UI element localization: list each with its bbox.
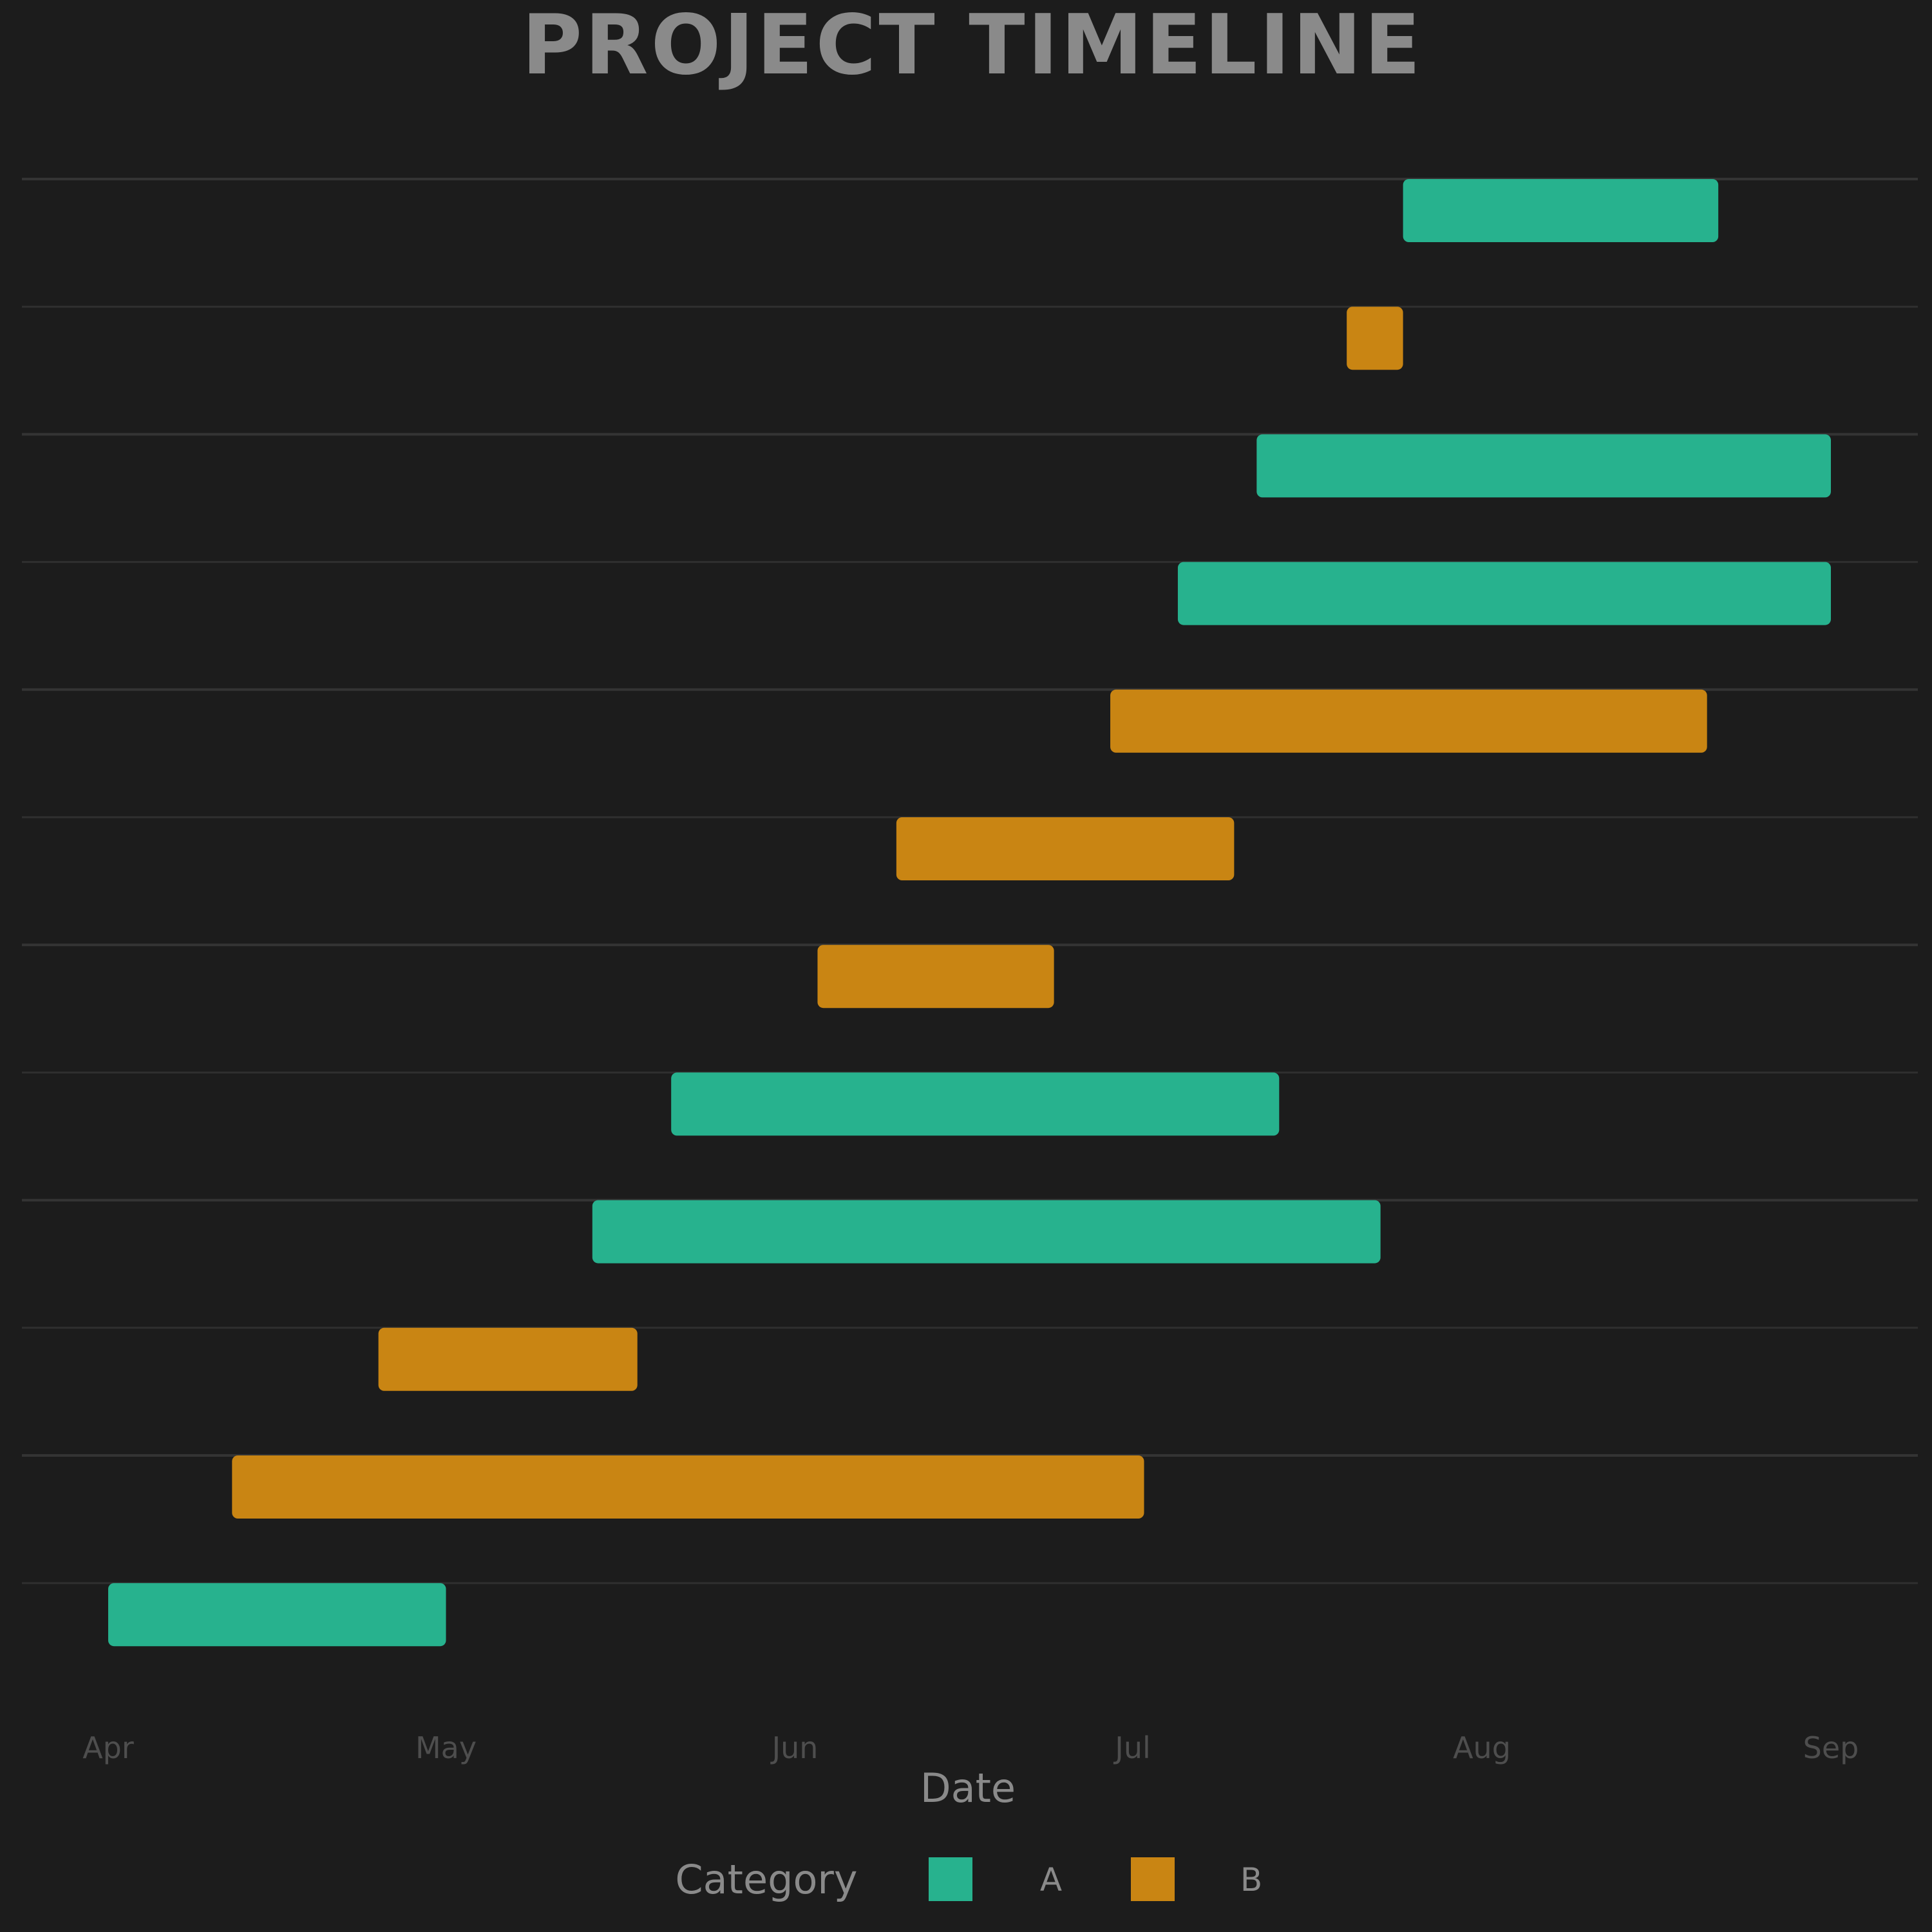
legend-label-b: B [1240, 1861, 1262, 1899]
x-tick-label: Jun [770, 1730, 819, 1765]
task-bar-b [232, 1455, 1144, 1519]
task-bar-a [671, 1072, 1280, 1136]
x-axis-label: Date [920, 1765, 1016, 1812]
x-tick-label: Jul [1113, 1730, 1151, 1765]
task-bar-b [896, 817, 1235, 880]
legend-swatch-a [929, 1857, 972, 1901]
task-bar-b [1347, 307, 1403, 370]
x-tick-label: Aug [1453, 1730, 1511, 1765]
legend: Category A B [675, 1856, 1262, 1903]
x-axis-ticks: Apr May Jun Jul Aug Sep [82, 1730, 1859, 1765]
task-bar-b [378, 1327, 638, 1391]
task-bar-a [1256, 434, 1831, 498]
legend-title: Category [675, 1856, 857, 1903]
legend-swatch-b [1131, 1857, 1175, 1901]
task-bars [108, 179, 1831, 1647]
task-bar-a [1403, 179, 1719, 242]
task-bar-b [817, 945, 1054, 1009]
x-tick-label: May [415, 1730, 477, 1765]
chart-title: PROJECT TIMELINE [522, 0, 1423, 93]
task-bar-a [1177, 562, 1831, 625]
x-tick-label: Apr [82, 1730, 134, 1765]
x-tick-label: Sep [1803, 1730, 1859, 1765]
task-bar-b [1110, 689, 1707, 753]
task-bar-a [108, 1583, 446, 1647]
task-bar-a [592, 1200, 1381, 1264]
legend-label-a: A [1040, 1861, 1062, 1899]
